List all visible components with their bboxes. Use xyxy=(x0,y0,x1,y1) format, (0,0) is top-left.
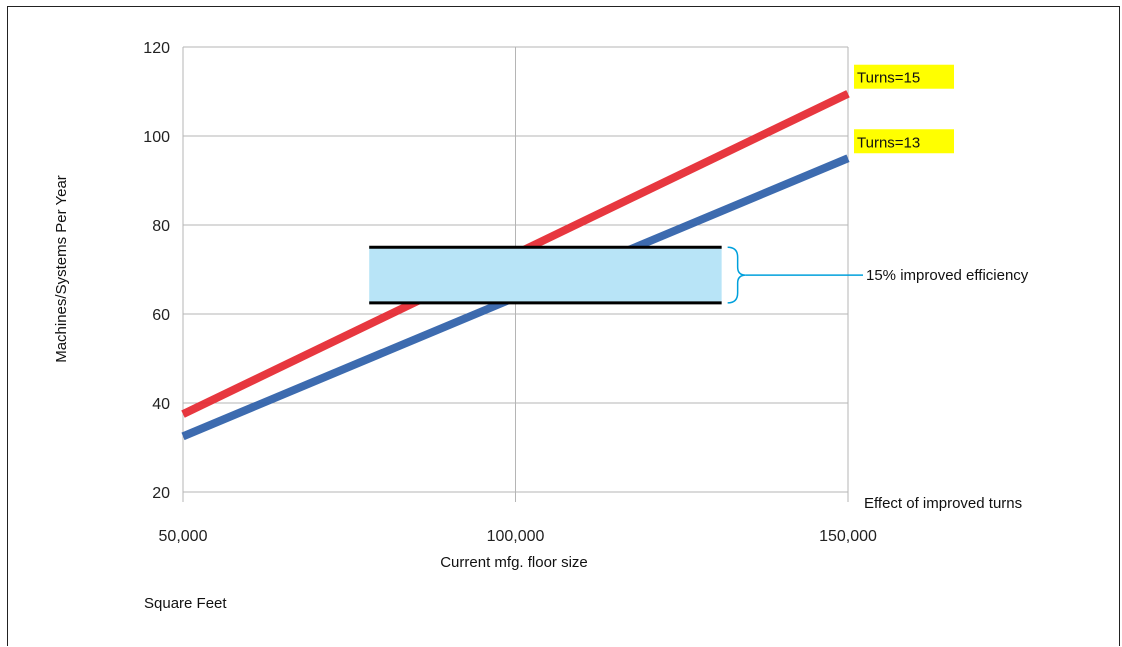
series-label: Turns=13 xyxy=(857,134,920,151)
y-tick-label: 60 xyxy=(152,307,170,324)
tick-labels: 20 40 60 80 100 120 50,000 100,000 150,000 xyxy=(143,40,877,545)
line-chart: 20 40 60 80 100 120 50,000 100,000 150,000 Turns… xyxy=(53,40,1029,612)
series-label-highlight xyxy=(854,129,954,154)
y-tick-label: 120 xyxy=(143,40,170,57)
y-axis-label: Machines/Systems Per Year xyxy=(53,175,70,363)
x-tick-label: 100,000 xyxy=(487,528,545,545)
y-tick-label: 40 xyxy=(152,396,170,413)
x-axis-label: Current mfg. floor size xyxy=(440,554,588,571)
series-label: Turns=15 xyxy=(857,70,920,87)
band-annotation: 15% improved efficiency xyxy=(866,267,1029,284)
x-tick-label: 50,000 xyxy=(159,528,208,545)
y-tick-label: 100 xyxy=(143,129,170,146)
footer-annotation: Effect of improved turns xyxy=(864,495,1022,512)
y-tick-label: 80 xyxy=(152,218,170,235)
series-label-highlight xyxy=(854,64,954,89)
efficiency-band xyxy=(369,245,863,305)
band-fill xyxy=(369,247,722,303)
series-labels: Turns=15 Turns=13 xyxy=(854,64,954,154)
chart-frame: 20 40 60 80 100 120 50,000 100,000 150,000 Turns… xyxy=(7,6,1120,646)
y-tick-label: 20 xyxy=(152,485,170,502)
x-unit-note: Square Feet xyxy=(144,595,227,612)
brace-icon xyxy=(727,246,746,304)
x-tick-label: 150,000 xyxy=(819,528,877,545)
